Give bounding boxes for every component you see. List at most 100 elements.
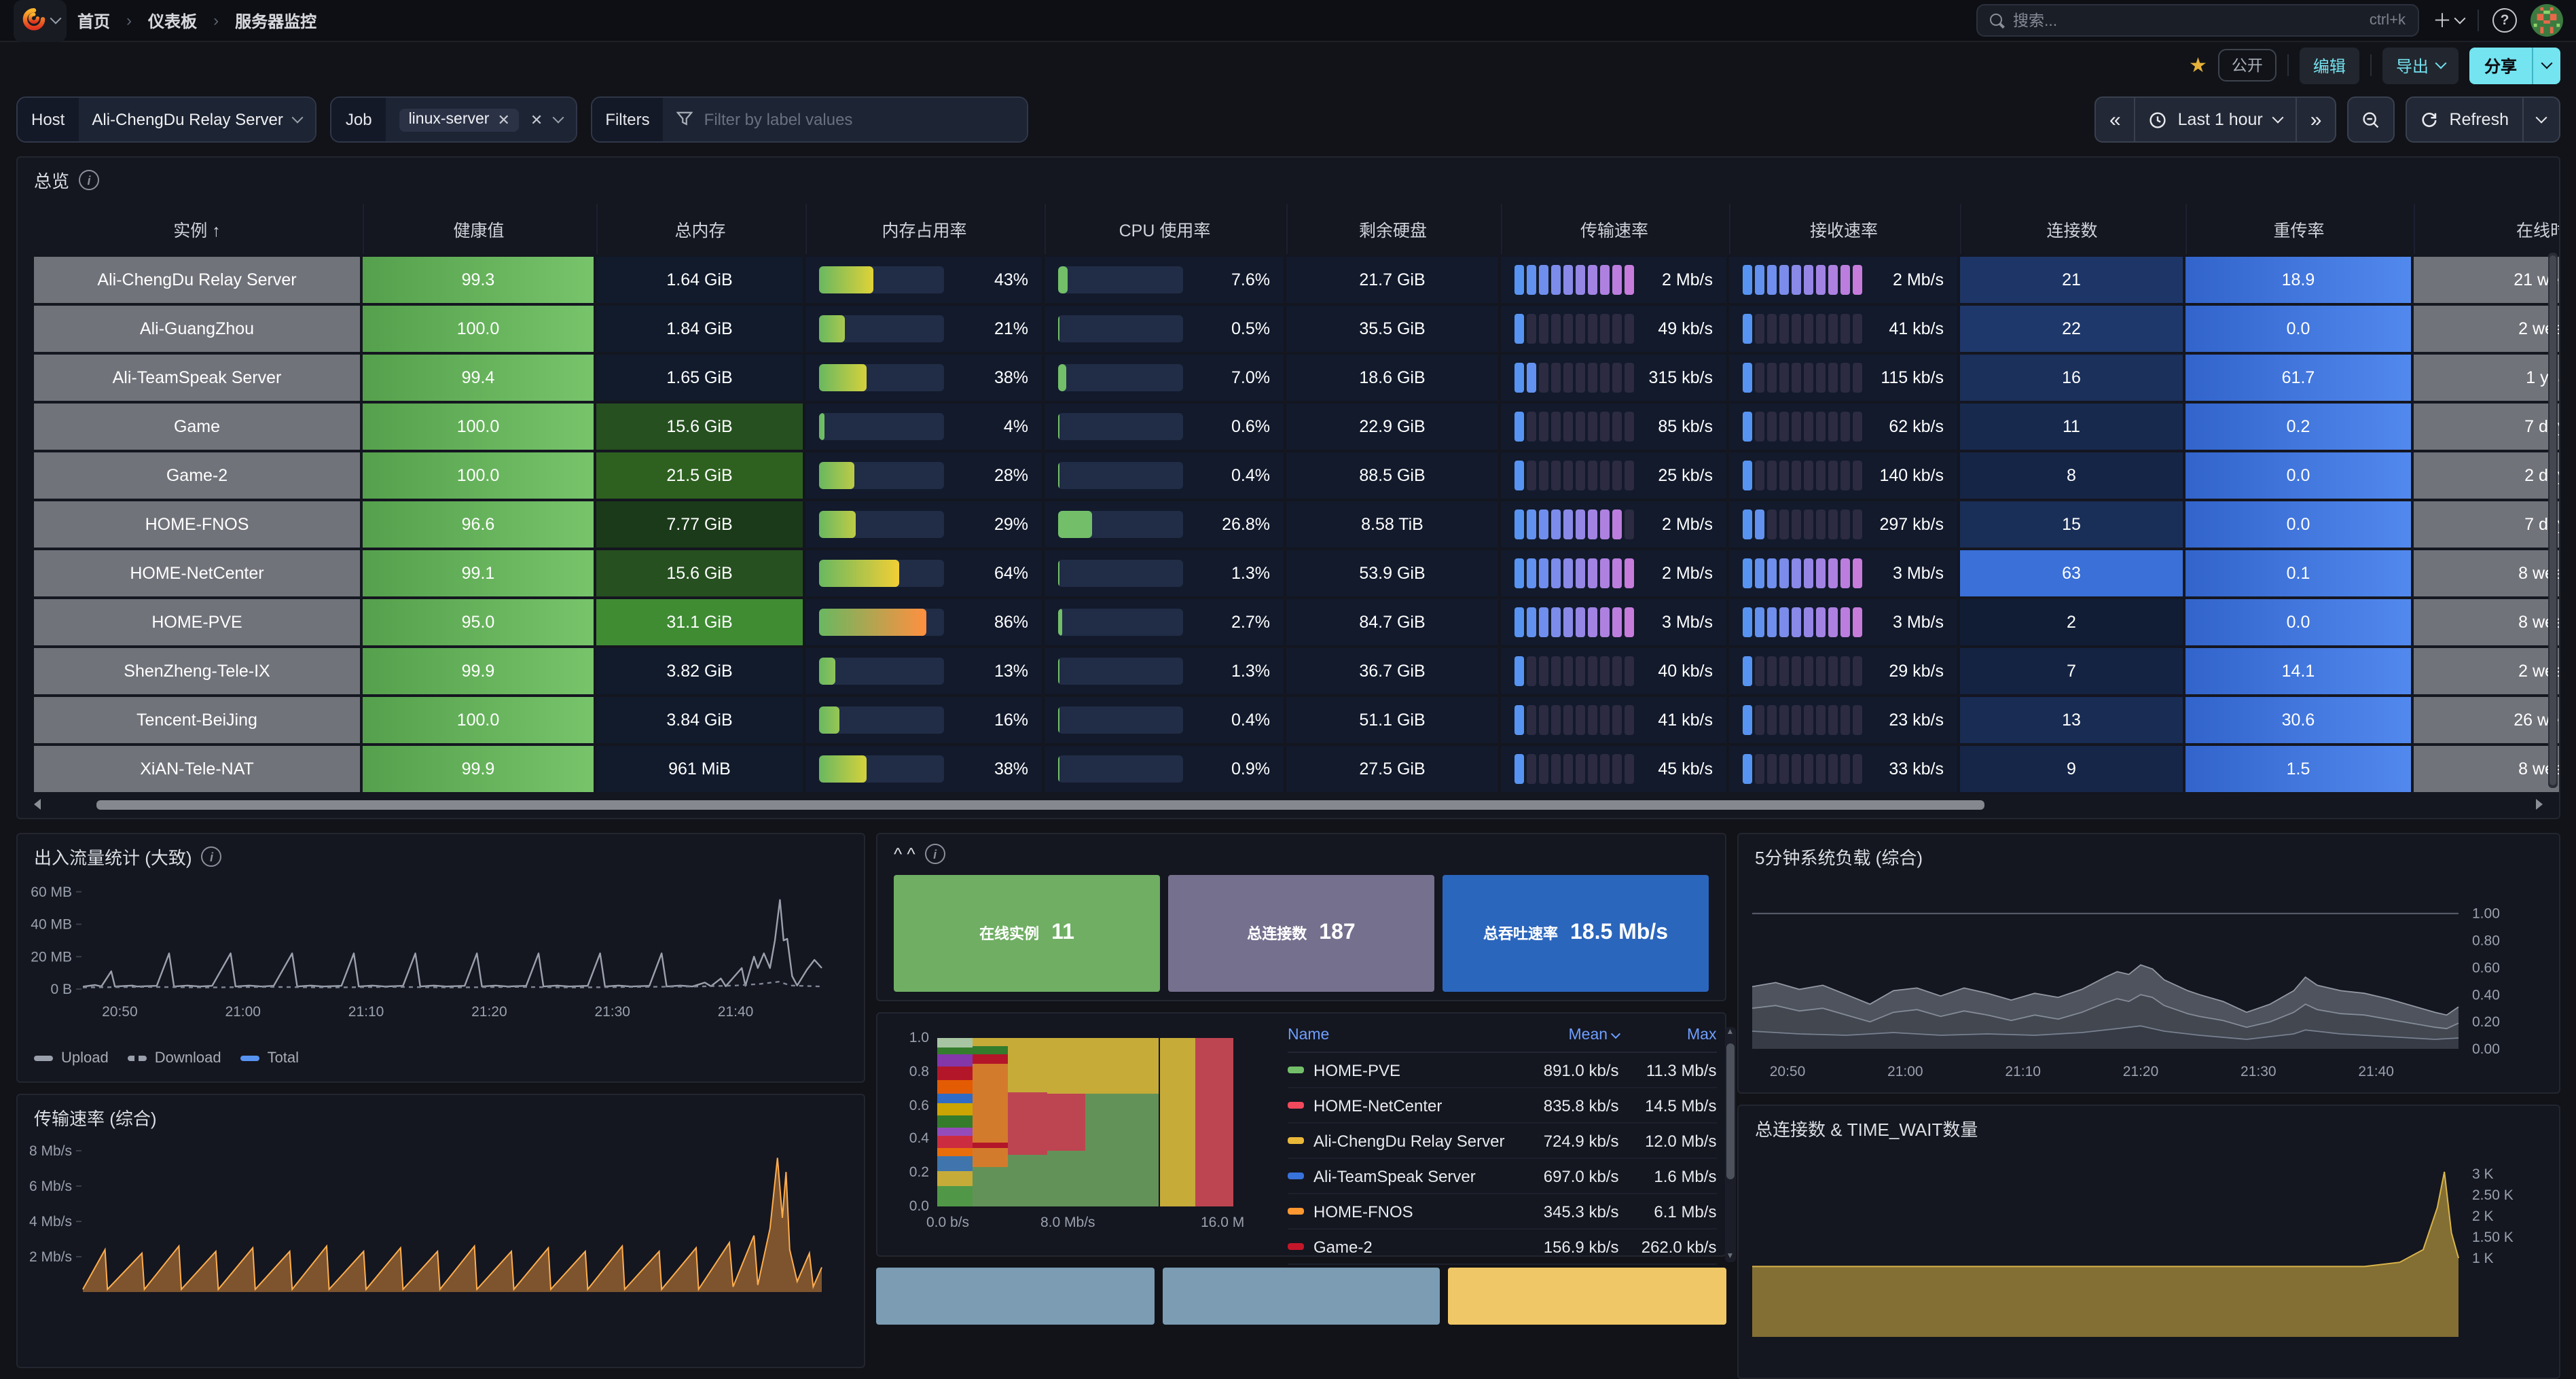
tx-rate-led: 41 kb/s [1501,697,1726,743]
close-icon[interactable]: ✕ [497,112,510,128]
adhoc-filter[interactable]: Filters Filter by label values [590,96,1029,143]
time-range-value: Last 1 hour [2177,110,2263,129]
zoom-out-button[interactable] [2347,96,2395,143]
stat-tile[interactable] [1448,1268,1727,1325]
cpu-usage-gauge: 7.6% [1045,257,1284,303]
legend-table-row[interactable]: HOME-NetCenter 835.8 kb/s 14.5 Mb/s [1288,1088,1717,1124]
table-row[interactable]: XiAN-Tele-NAT 99.9 961 MiB 38% 0.9% 27.5 GiB 4… [34,746,2559,792]
legend-table-row[interactable]: HOME-FNOS 345.3 kb/s 6.1 Mb/s [1288,1194,1717,1230]
chevron-down-icon [2272,111,2284,124]
column-header[interactable]: 重传率 [2185,204,2411,254]
table-cell: 18.9 [2185,257,2411,303]
legend-table-row[interactable]: Game-2 156.9 kb/s 262.0 kb/s [1288,1230,1717,1265]
stat-tile[interactable] [876,1268,1155,1325]
org-switcher[interactable] [14,0,67,41]
job-variable-dropdown[interactable]: Job linux-server ✕ ✕ [330,96,577,143]
info-icon[interactable]: i [924,844,945,864]
table-row[interactable]: Tencent-BeiJing 100.0 3.84 GiB 16% 0.4% 51.1 … [34,697,2559,743]
legend-table-row[interactable]: Ali-TeamSpeak Server 697.0 kb/s 1.6 Mb/s [1288,1159,1717,1194]
overview-table-panel: 总览 i 实例 ↑ 健康值 总内存 内存占用率 CPU 使用率 剩余硬盘 传输速率 接收速率 连接… [16,156,2560,819]
table-row[interactable]: HOME-FNOS 96.6 7.77 GiB 29% 26.8% 8.58 TiB 2 M… [34,501,2559,548]
table-row[interactable]: HOME-PVE 95.0 31.1 GiB 86% 2.7% 84.7 GiB 3 Mb/… [34,599,2559,645]
add-button[interactable]: ＋ [2433,7,2466,34]
scroll-right-icon[interactable] [2536,799,2543,810]
edit-button[interactable]: 编辑 [2299,47,2359,84]
stat-tile[interactable] [1162,1268,1440,1325]
rx-rate-led: 33 kb/s [1729,746,1957,792]
legend-table-row[interactable]: HOME-PVE 891.0 kb/s 11.3 Mb/s [1288,1053,1717,1088]
export-button[interactable]: 导出 [2382,47,2459,84]
public-tag[interactable]: 公开 [2217,49,2276,82]
table-row[interactable]: Ali-TeamSpeak Server 99.4 1.65 GiB 38% 7.0% 1… [34,355,2559,401]
legend-col-max[interactable]: Max [1687,1027,1717,1043]
info-icon[interactable]: i [201,846,222,867]
svg-text:6 Mb/s: 6 Mb/s [29,1179,72,1194]
help-icon[interactable]: ? [2492,8,2517,33]
search-input[interactable]: 搜索... ctrl+k [1976,4,2419,37]
tx-rate-panel: 传输速率 (综合) 8 Mb/s 6 Mb/s 4 Mb/s 2 Mb/s [16,1094,865,1368]
column-header[interactable]: 传输速率 [1501,204,1726,254]
share-dropdown-button[interactable] [2532,47,2560,84]
table-row[interactable]: ShenZheng-Tele-IX 99.9 3.82 GiB 13% 1.3% 36.7… [34,648,2559,694]
table-vertical-scrollbar[interactable] [2548,253,2558,788]
table-horizontal-scrollbar[interactable] [34,799,2543,810]
svg-text:21:30: 21:30 [2241,1064,2276,1079]
table-cell: 99.4 [363,355,594,401]
table-row[interactable]: Game-2 100.0 21.5 GiB 28% 0.4% 88.5 GiB 25 kb/… [34,452,2559,499]
avatar[interactable] [2530,4,2563,37]
clear-icon[interactable]: ✕ [530,112,543,128]
job-chip[interactable]: linux-server ✕ [399,108,520,131]
svg-text:60 MB: 60 MB [31,884,72,900]
scrollbar-thumb[interactable] [96,800,1984,809]
breadcrumb-current: 服务器监控 [235,12,317,31]
column-header[interactable]: 连接数 [1960,204,2183,254]
table-cell: 3.82 GiB [596,648,803,694]
legend-col-mean[interactable]: Mean [1504,1027,1620,1043]
table-row[interactable]: Ali-GuangZhou 100.0 1.84 GiB 21% 0.5% 35.5 Gi… [34,306,2559,352]
legend-item-download[interactable]: Download [127,1050,221,1067]
scroll-left-icon[interactable] [34,799,41,810]
stat-tile[interactable]: 总吞吐速率 18.5 Mb/s [1443,875,1709,992]
column-header[interactable]: 健康值 [363,204,594,254]
tx-rate-led: 2 Mb/s [1501,501,1726,548]
table-row[interactable]: Game 100.0 15.6 GiB 4% 0.6% 22.9 GiB 85 kb/s 62… [34,404,2559,450]
rx-rate-led: 140 kb/s [1729,452,1957,499]
table-cell: 100.0 [363,306,594,352]
table-cell: 27.5 GiB [1286,746,1498,792]
legend-col-name[interactable]: Name [1288,1027,1330,1043]
legend-table-row[interactable]: Ali-ChengDu Relay Server 724.9 kb/s 12.0 M… [1288,1124,1717,1159]
table-cell: 0.0 [2185,501,2411,548]
host-variable-dropdown[interactable]: Host Ali-ChengDu Relay Server [16,96,317,143]
time-back-button[interactable]: « [2094,96,2136,143]
refresh-button[interactable]: Refresh [2406,96,2524,143]
breadcrumb-dashboards[interactable]: 仪表板 [148,12,198,31]
column-header[interactable]: 接收速率 [1729,204,1957,254]
legend-item-total[interactable]: Total [240,1050,299,1067]
search-placeholder: 搜索... [2013,14,2058,30]
column-header[interactable]: 内存占用率 [805,204,1042,254]
legend-scrollbar[interactable]: ▲ ▼ [1724,1027,1736,1262]
dashboard-toolbar: ★ 公开 编辑 导出 分享 [0,42,2576,88]
legend-item-upload[interactable]: Upload [34,1050,109,1067]
column-header[interactable]: CPU 使用率 [1045,204,1284,254]
search-icon [1990,14,2003,27]
stat-tile[interactable]: 在线实例 11 [894,875,1160,992]
breadcrumb-home[interactable]: 首页 [77,12,111,31]
table-cell: 0.2 [2185,404,2411,450]
share-button[interactable]: 分享 [2469,47,2532,84]
tx-rate-chart: 8 Mb/s 6 Mb/s 4 Mb/s 2 Mb/s [29,1143,822,1292]
column-header[interactable]: 总内存 [596,204,803,254]
column-header[interactable]: 剩余硬盘 [1286,204,1498,254]
table-cell: 16 [1960,355,2183,401]
info-icon[interactable]: i [79,170,100,190]
stat-tile[interactable]: 总连接数 187 [1168,875,1434,992]
column-header[interactable]: 在线时间 [2414,204,2559,254]
table-row[interactable]: HOME-NetCenter 99.1 15.6 GiB 64% 1.3% 53.9 Gi… [34,550,2559,596]
refresh-interval-dropdown[interactable] [2524,96,2560,143]
time-range-picker[interactable]: Last 1 hour [2135,96,2297,143]
table-row[interactable]: Ali-ChengDu Relay Server 99.3 1.64 GiB 43% 7… [34,257,2559,303]
table-cell: 21.7 GiB [1286,257,1498,303]
column-header[interactable]: 实例 ↑ [173,221,221,240]
favorite-star-icon[interactable]: ★ [2189,54,2207,77]
time-forward-button[interactable]: » [2296,96,2337,143]
